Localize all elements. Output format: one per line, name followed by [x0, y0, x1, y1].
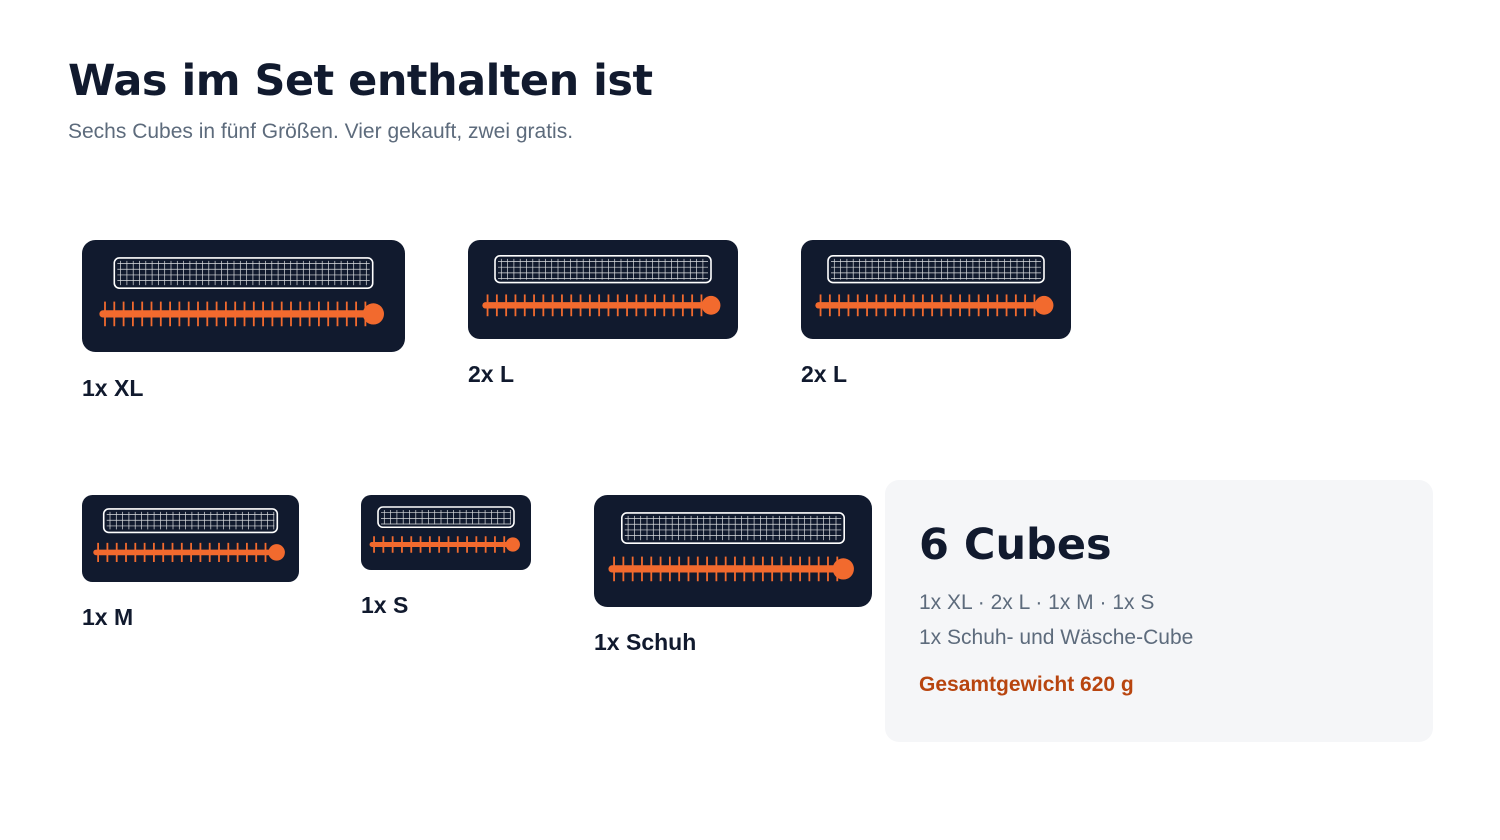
cube-l-2-label: 2x L [801, 361, 848, 387]
cube-s [361, 495, 531, 570]
cube-s-label: 1x S [361, 592, 409, 618]
cube-m-illustration [82, 495, 299, 582]
cube-l-1 [468, 240, 738, 339]
zipper-pull [1034, 295, 1054, 315]
zipper-pull [268, 544, 285, 561]
zipper-pull [832, 558, 854, 580]
mesh-window [620, 512, 845, 544]
cube-s-illustration [361, 495, 531, 570]
mesh-grid [117, 260, 370, 286]
cube-l-1-label: 2x L [468, 361, 515, 387]
cube-schuh [594, 495, 872, 607]
mesh-window [102, 508, 279, 534]
page-title: Was im Set enthalten ist [68, 56, 653, 106]
cube-body [801, 240, 1071, 339]
zipper-pull [362, 303, 385, 325]
page-subtitle: Sechs Cubes in fünf Größen. Vier gekauft… [68, 120, 574, 143]
mesh-grid [831, 258, 1041, 280]
cube-body [594, 495, 872, 607]
cube-body [468, 240, 738, 339]
mesh-window [113, 257, 374, 289]
summary-size-list: 1x XL · 2x L · 1x M · 1x S [919, 591, 1155, 614]
summary-count: 6 Cubes [919, 520, 1112, 570]
cube-m [82, 495, 299, 582]
mesh-grid [498, 258, 708, 280]
zipper-pull [701, 295, 721, 315]
mesh-grid [381, 510, 511, 525]
cube-schuh-label: 1x Schuh [594, 629, 697, 655]
mesh-window [377, 506, 515, 529]
cube-l-1-illustration [468, 240, 738, 339]
cube-m-label: 1x M [82, 604, 134, 630]
cube-l-2 [801, 240, 1071, 339]
zipper-pull [505, 537, 520, 552]
cube-body [82, 495, 299, 582]
summary-total-weight: Gesamtgewicht 620 g [919, 673, 1134, 696]
summary-extra-cube: 1x Schuh- und Wäsche-Cube [919, 626, 1194, 649]
mesh-window [827, 255, 1045, 284]
mesh-grid [106, 511, 275, 530]
cube-xl [82, 240, 405, 352]
cube-xl-label: 1x XL [82, 375, 144, 401]
cube-l-2-illustration [801, 240, 1071, 339]
cube-body [82, 240, 405, 352]
summary-card: 6 Cubes 1x XL · 2x L · 1x M · 1x S 1x Sc… [885, 480, 1433, 742]
mesh-window [494, 255, 712, 284]
cube-schuh-illustration [594, 495, 872, 607]
mesh-grid [624, 515, 842, 541]
cube-xl-illustration [82, 240, 405, 352]
